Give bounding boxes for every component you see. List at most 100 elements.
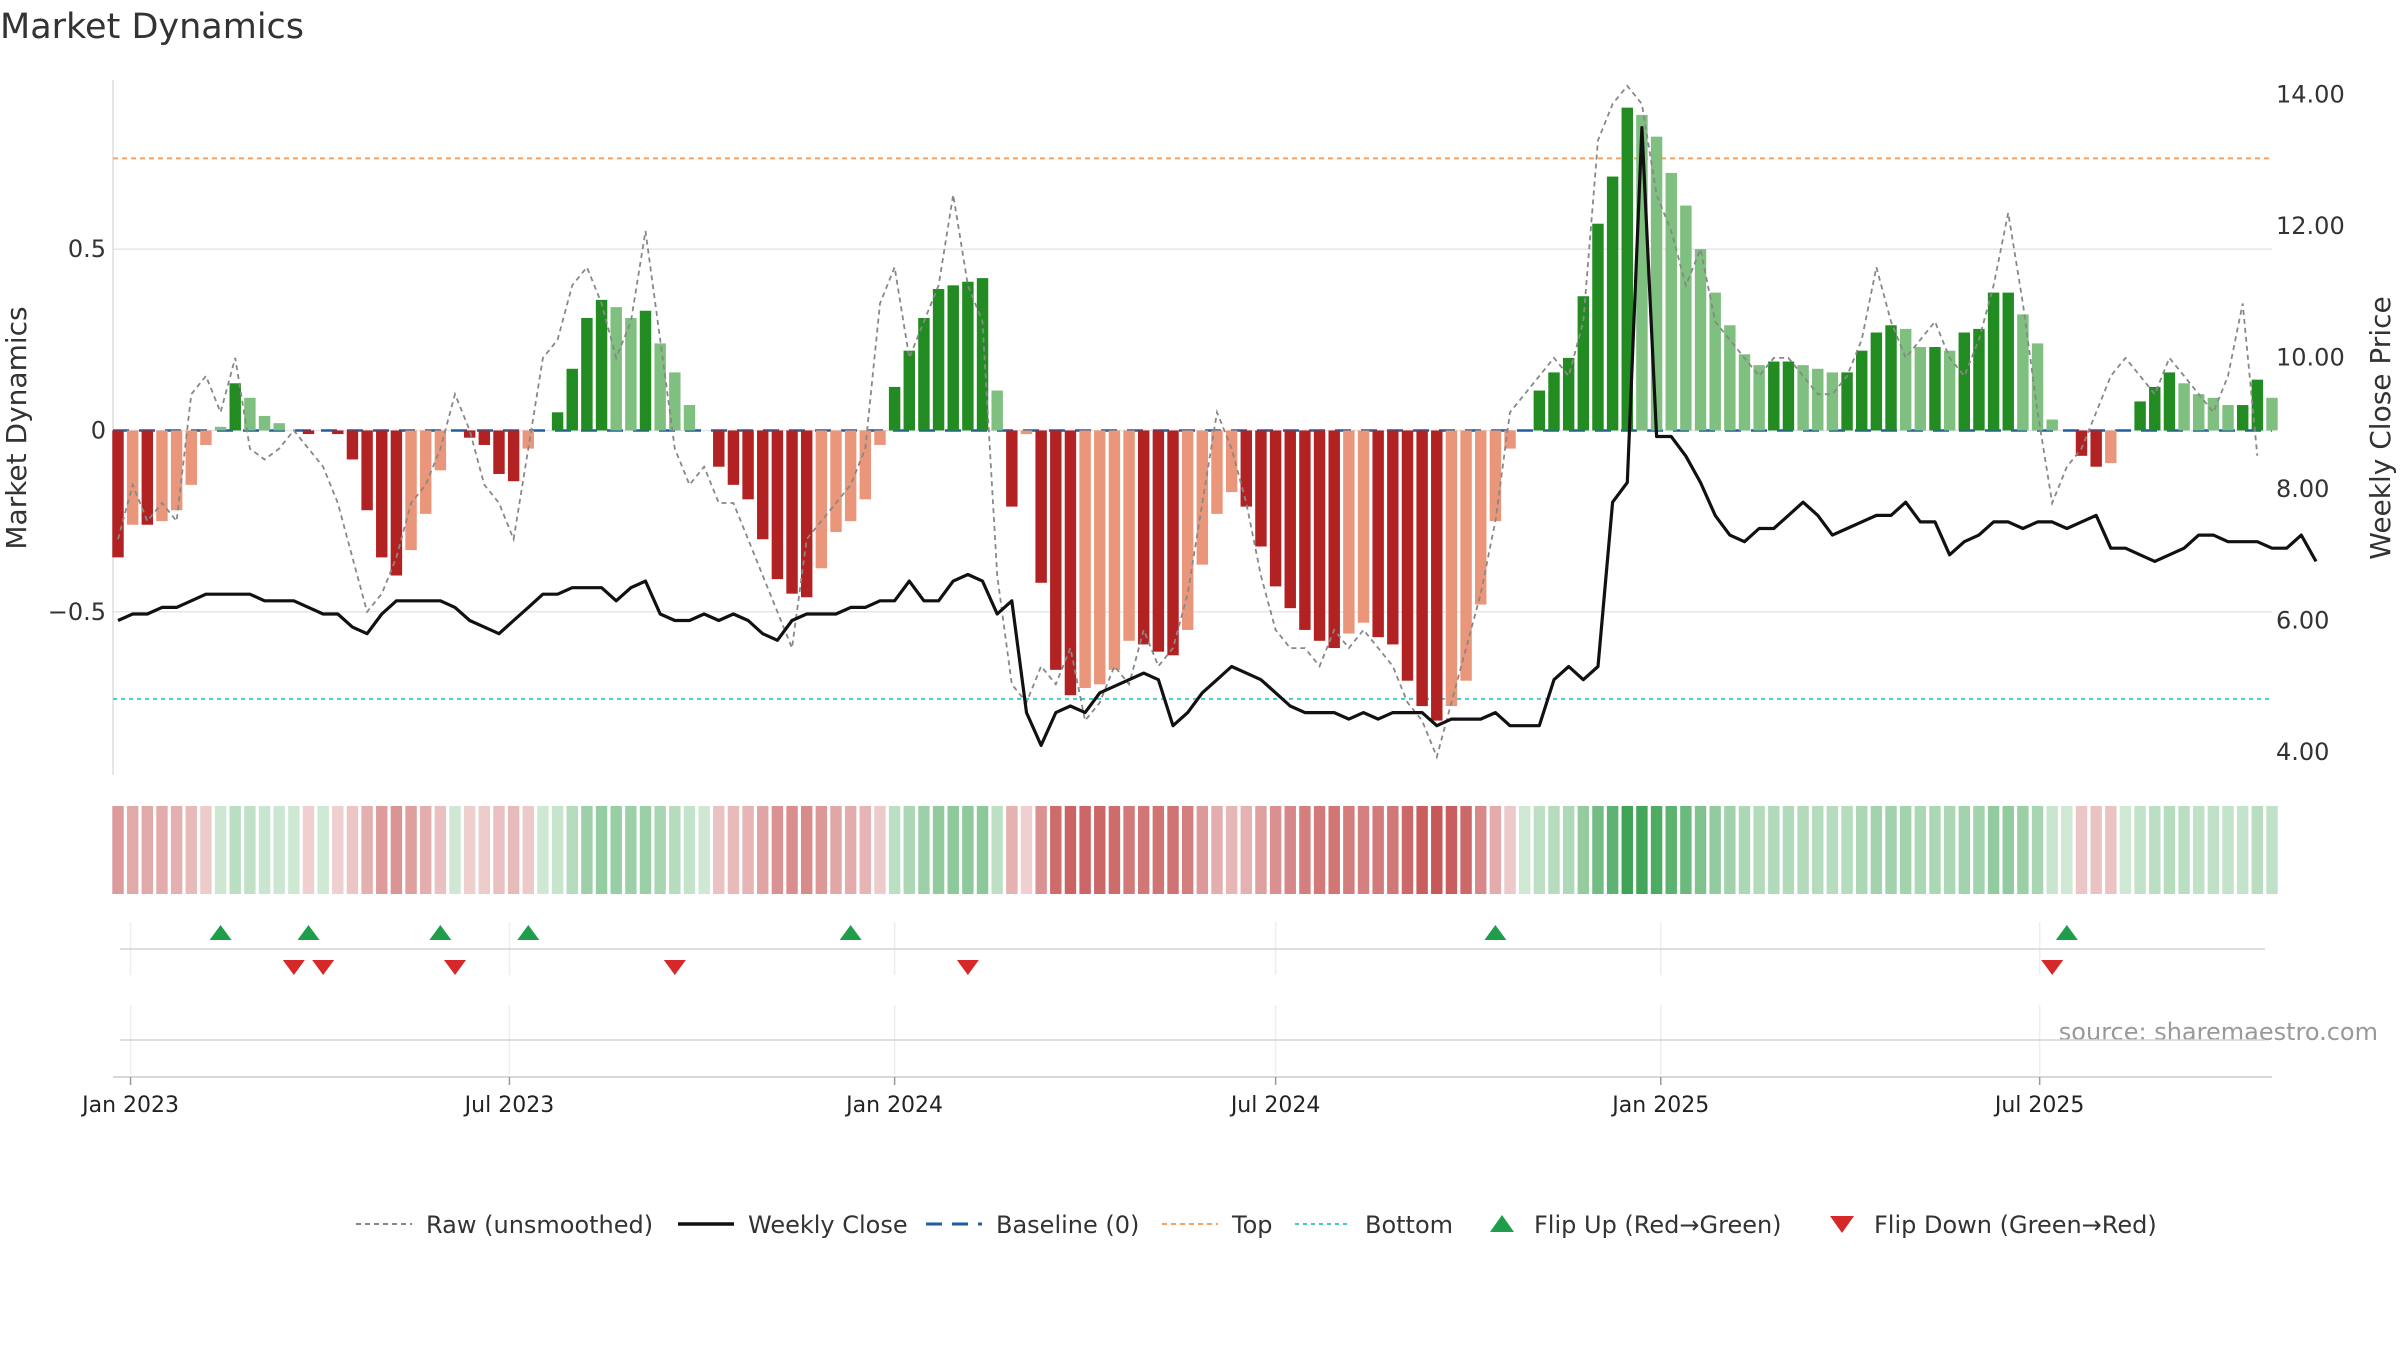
strip-cell [1577, 806, 1590, 894]
left-axis-title: Market Dynamics [0, 306, 33, 549]
bar [2207, 397, 2220, 431]
strip-cell [434, 806, 447, 894]
strip-cell [1475, 806, 1487, 894]
strip-cell [449, 806, 461, 894]
strip-cell [1460, 806, 1472, 894]
bar [962, 281, 974, 431]
bar [1299, 430, 1311, 630]
strip-cell [390, 806, 403, 894]
strip-cell [1504, 806, 1516, 894]
bar [1797, 365, 1809, 431]
bar [346, 430, 359, 460]
bar [2251, 379, 2264, 431]
bar [2134, 401, 2146, 431]
strip-cell [2090, 806, 2102, 894]
strip-cell [771, 806, 784, 894]
strip-cell [1973, 806, 1985, 894]
strip-cell [2266, 806, 2278, 894]
bar [1196, 430, 1209, 565]
bar [141, 430, 154, 525]
strip-cell [844, 806, 857, 894]
strip-cell [639, 806, 652, 894]
strip-cell [932, 806, 945, 894]
strip-cell [317, 806, 329, 894]
bar [1577, 296, 1590, 431]
strip-cell [1064, 806, 1077, 894]
bar [610, 307, 622, 431]
strip-cell [1797, 806, 1809, 894]
strip-cell [126, 806, 139, 894]
bar [1255, 430, 1267, 547]
date-tick-label: Jul 2024 [1229, 1093, 1321, 1118]
strip-cell [478, 806, 491, 894]
flip-down-marker [2041, 960, 2064, 975]
bar [669, 372, 681, 431]
bar [200, 430, 212, 445]
bar [170, 430, 183, 511]
strip-cell [1401, 806, 1414, 894]
strip-cell [1431, 806, 1443, 894]
strip-cell [1958, 806, 1971, 894]
strip-cell [1768, 806, 1780, 894]
bar [156, 430, 168, 522]
strip-cell [1562, 806, 1575, 894]
strip-cell [2061, 806, 2073, 894]
strip-cell [332, 806, 344, 894]
flip-up-marker [517, 925, 540, 940]
bar [815, 430, 828, 569]
strip-cell [2075, 806, 2088, 894]
bar [2017, 314, 2029, 431]
strip-cell [273, 806, 285, 894]
strip-cell [669, 806, 681, 894]
bar [595, 299, 608, 431]
bar [1812, 368, 1824, 431]
strip-cell [947, 806, 959, 894]
bar [1899, 328, 1912, 431]
flip-down-marker [282, 960, 305, 975]
strip-cell [419, 806, 432, 894]
strip-cell [2119, 806, 2132, 894]
bar [1269, 430, 1282, 587]
strip-cell [698, 806, 710, 894]
bar [1137, 430, 1150, 645]
bar [1973, 328, 1985, 431]
bar [1152, 430, 1165, 652]
bar [1943, 350, 1956, 431]
regime-strip [112, 806, 2278, 894]
strip-cell [1870, 806, 1883, 894]
bar [1181, 430, 1194, 630]
flip-markers-panel [120, 922, 2265, 1075]
right-tick-label: 12.00 [2276, 212, 2345, 240]
strip-cell [2163, 806, 2176, 894]
legend-label: Weekly Close [748, 1211, 908, 1239]
bar [566, 368, 578, 431]
bar [214, 426, 227, 431]
strip-cell [463, 806, 476, 894]
strip-cell [1518, 806, 1531, 894]
flip-down-marker [444, 960, 467, 975]
left-tick-label: 0 [91, 416, 106, 444]
chart-title: Market Dynamics [0, 7, 304, 47]
flip-up-marker [839, 925, 862, 940]
strip-cell [244, 806, 256, 894]
bar [1841, 372, 1853, 431]
bar [830, 430, 842, 532]
strip-cell [1665, 806, 1677, 894]
bar [1665, 172, 1677, 431]
bar [1094, 430, 1106, 685]
strip-cell [1782, 806, 1795, 894]
bar [727, 430, 740, 485]
legend-swatch-flip-up [1490, 1215, 1514, 1232]
bar [1489, 430, 1502, 522]
strip-cell [1328, 806, 1340, 894]
bar [1562, 357, 1575, 431]
strip-cell [302, 806, 315, 894]
bar [2002, 292, 2014, 431]
bar [786, 430, 798, 594]
bar [1504, 430, 1516, 449]
strip-cell [1753, 806, 1765, 894]
strip-cell [1284, 806, 1296, 894]
bar [1621, 107, 1633, 431]
bar [1313, 430, 1326, 641]
